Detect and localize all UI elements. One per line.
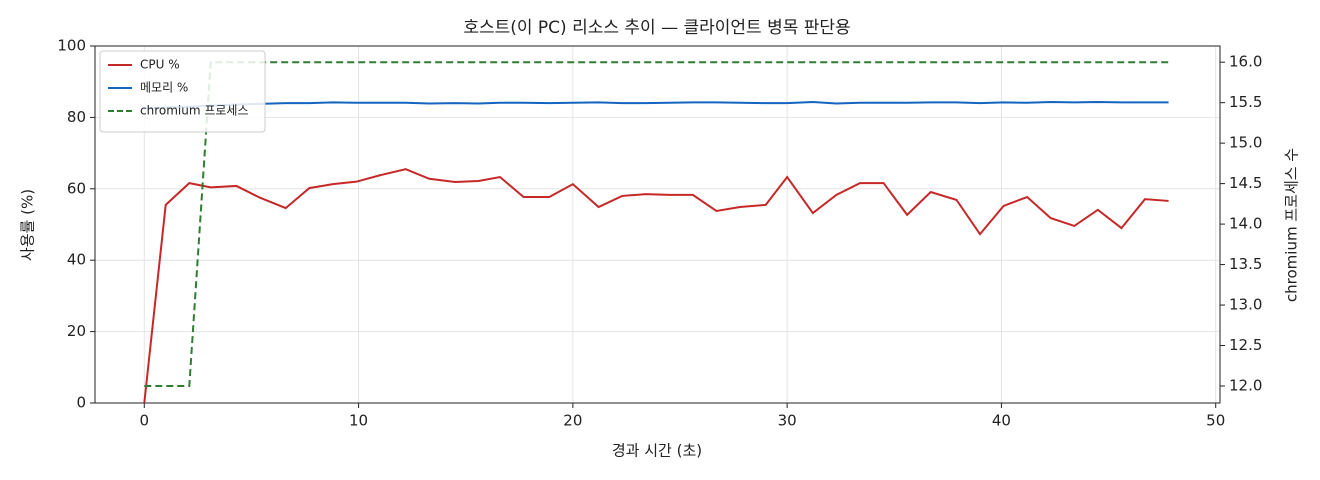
y-tick-label: 40	[67, 251, 86, 269]
y2-tick-label: 15.5	[1229, 93, 1262, 111]
legend-box	[99, 50, 266, 133]
x-axis-label: 경과 시간 (초)	[612, 442, 702, 460]
x-tick-label: 40	[992, 412, 1011, 430]
y-axis-label: 사용률 (%)	[19, 189, 37, 261]
legend-label: chromium 프로세스	[140, 104, 249, 118]
y-tick-label: 100	[57, 37, 86, 55]
x-tick-label: 50	[1206, 412, 1225, 430]
y2-tick-label: 12.5	[1229, 336, 1262, 354]
y2-tick-label: 14.0	[1229, 215, 1262, 233]
series-line	[144, 61, 1169, 387]
y-tick-label: 20	[67, 322, 86, 340]
y2-tick-label: 13.5	[1229, 255, 1262, 273]
y2-tick-label: 13.0	[1229, 296, 1262, 314]
series-line	[144, 101, 1169, 110]
y2-tick-label: 12.0	[1229, 377, 1262, 395]
legend-label: 메모리 %	[140, 81, 188, 95]
chart-title: 호스트(이 PC) 리소스 추이 — 클라이언트 병목 판단용	[463, 18, 850, 38]
y2-tick-label: 16.0	[1229, 53, 1262, 71]
x-tick-label: 0	[140, 412, 150, 430]
legend: CPU % 메모리 % chromium 프로세스	[99, 50, 266, 133]
legend-label: CPU %	[140, 58, 180, 72]
y-tick-label: 80	[67, 108, 86, 126]
y-tick-label: 60	[67, 179, 86, 197]
y2-axis-label: chromium 프로세스 수	[1283, 148, 1301, 302]
x-tick-label: 10	[349, 412, 368, 430]
x-tick-label: 20	[563, 412, 582, 430]
plot-frame	[94, 45, 1221, 404]
series-line	[143, 168, 1169, 404]
y2-tick-label: 14.5	[1229, 174, 1262, 192]
x-tick-label: 30	[778, 412, 797, 430]
y2-tick-label: 15.0	[1229, 134, 1262, 152]
y-tick-label: 0	[76, 394, 86, 412]
